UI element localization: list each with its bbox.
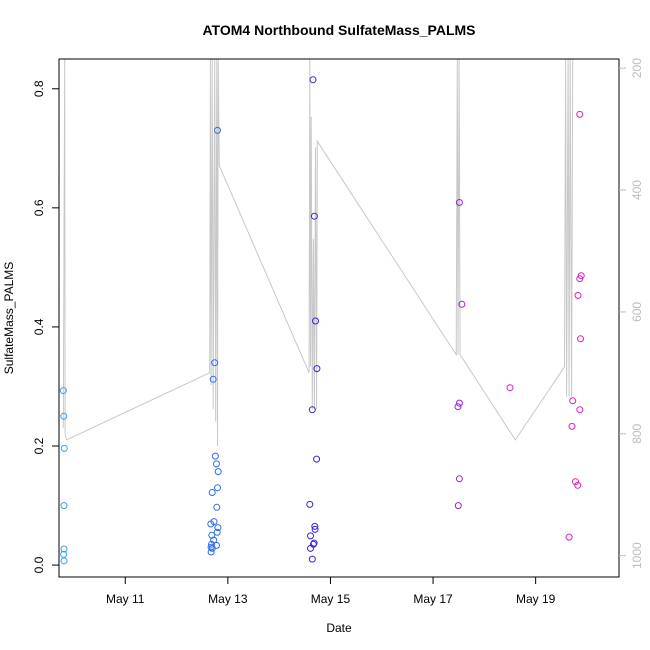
data-point bbox=[308, 555, 316, 563]
data-point bbox=[458, 300, 466, 308]
data-point bbox=[60, 502, 68, 510]
x-tick-label: May 19 bbox=[516, 592, 556, 606]
data-point bbox=[311, 525, 319, 533]
x-axis: May 11 May 13 May 15 May 17 May 19 bbox=[106, 577, 556, 606]
data-points-layer bbox=[59, 76, 585, 565]
data-point bbox=[568, 422, 576, 430]
data-point bbox=[313, 365, 321, 373]
data-point bbox=[565, 533, 573, 541]
data-point bbox=[577, 335, 584, 343]
data-point bbox=[313, 455, 321, 463]
right-y-tick-label: 400 bbox=[630, 180, 644, 200]
x-tick-label: May 13 bbox=[208, 592, 248, 606]
data-point bbox=[211, 452, 219, 460]
data-point bbox=[59, 387, 67, 395]
data-point bbox=[576, 110, 584, 118]
data-point bbox=[454, 502, 462, 510]
data-point bbox=[576, 406, 584, 414]
data-point bbox=[572, 478, 579, 486]
data-point bbox=[214, 468, 222, 476]
x-axis-label: Date bbox=[326, 621, 352, 635]
right-y-tick-label: 800 bbox=[630, 423, 644, 443]
right-y-axis: 200 400 600 800 1000 bbox=[619, 58, 644, 569]
data-point bbox=[574, 481, 582, 489]
pressure-line bbox=[62, 58, 574, 447]
right-y-tick-label: 1000 bbox=[630, 542, 644, 569]
data-point bbox=[306, 500, 314, 508]
data-point bbox=[569, 397, 577, 405]
data-point bbox=[60, 444, 68, 452]
data-point bbox=[214, 524, 222, 532]
y-tick-label: 0.0 bbox=[32, 556, 46, 573]
data-point bbox=[310, 539, 318, 547]
data-point bbox=[208, 531, 216, 539]
data-point bbox=[214, 484, 221, 492]
data-point bbox=[454, 403, 462, 411]
data-point bbox=[308, 406, 316, 414]
x-tick-label: May 17 bbox=[413, 592, 453, 606]
y-tick-label: 0.4 bbox=[32, 318, 46, 335]
y-tick-label: 0.8 bbox=[32, 80, 46, 97]
data-point bbox=[506, 384, 514, 392]
data-point bbox=[210, 536, 218, 544]
right-y-tick-label: 600 bbox=[630, 302, 644, 322]
data-point bbox=[60, 412, 68, 420]
data-point bbox=[213, 460, 220, 468]
right-y-tick-label: 200 bbox=[630, 58, 644, 78]
y-axis: 0.0 0.2 0.4 0.6 0.8 bbox=[32, 80, 59, 573]
data-point bbox=[309, 76, 317, 84]
x-tick-label: May 11 bbox=[106, 592, 145, 606]
data-point bbox=[455, 475, 463, 483]
data-point bbox=[455, 399, 463, 407]
chart-title: ATOM4 Northbound SulfateMass_PALMS bbox=[202, 22, 475, 38]
data-point bbox=[209, 375, 217, 383]
data-point bbox=[312, 317, 319, 325]
plot-frame bbox=[58, 58, 620, 578]
data-point bbox=[207, 520, 215, 528]
data-point bbox=[311, 522, 319, 530]
data-point bbox=[213, 503, 221, 511]
data-point bbox=[207, 543, 215, 551]
data-point bbox=[310, 212, 318, 220]
y-tick-label: 0.6 bbox=[32, 199, 46, 216]
data-point bbox=[60, 545, 68, 553]
data-point bbox=[208, 544, 216, 552]
y-tick-label: 0.2 bbox=[32, 437, 46, 454]
data-point bbox=[208, 489, 216, 496]
data-point bbox=[211, 359, 219, 367]
data-point bbox=[576, 275, 584, 283]
data-point bbox=[574, 291, 582, 299]
data-point bbox=[60, 550, 68, 558]
data-point bbox=[214, 126, 221, 134]
data-point bbox=[455, 199, 463, 206]
data-point bbox=[307, 532, 314, 540]
data-point bbox=[60, 557, 68, 565]
data-point bbox=[208, 540, 215, 548]
data-point bbox=[213, 528, 221, 536]
data-point bbox=[307, 544, 314, 552]
data-point bbox=[207, 548, 215, 556]
x-tick-label: May 15 bbox=[311, 592, 351, 606]
y-axis-label: SulfateMass_PALMS bbox=[2, 262, 16, 375]
pressure-line-layer bbox=[62, 58, 574, 447]
